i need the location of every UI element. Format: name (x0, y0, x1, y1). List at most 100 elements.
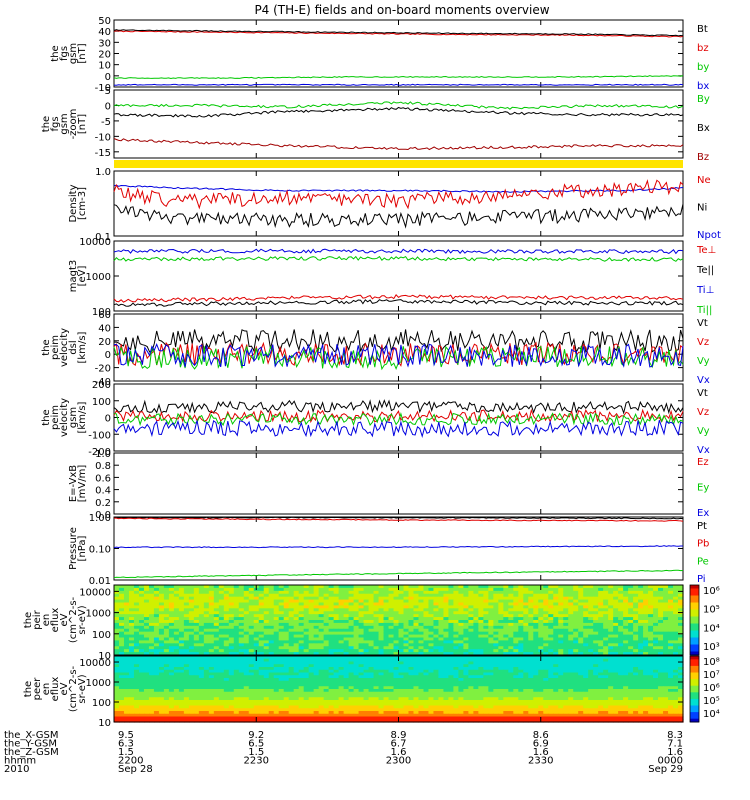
y-tick-label: 10000 (79, 587, 111, 598)
legend-label: Bx (697, 123, 710, 134)
y-tick-label: -10 (95, 132, 111, 143)
y-axis-label: magt3 (68, 260, 79, 293)
panel-5: 6040200-20-40thepeimvelocitydsl[km/s]VtV… (41, 310, 710, 388)
y-axis-label: peim (50, 405, 61, 430)
orbit-row-value: 1.5 (118, 747, 134, 758)
y-tick-label: 10 (98, 651, 111, 662)
y-axis-label: the (23, 612, 34, 628)
y-tick-label: 0.6 (95, 473, 111, 484)
series-Pi-line (113, 545, 683, 549)
y-axis-label: E=-VxB (68, 465, 79, 502)
y-tick-label: 1.0 (95, 167, 111, 178)
series-Vz-line (113, 408, 684, 424)
panel-4: 10000 1000 100 magt3[eV] Te⊥ Te|| Ti⊥ Ti|| (68, 237, 716, 318)
legend-label: Vy (697, 426, 710, 437)
y-axis-label: [km/s] (77, 401, 88, 433)
colorbar-tick: 10⁶ (703, 586, 720, 597)
y-axis-label: the (41, 409, 52, 425)
y-axis-label: fgs (50, 116, 61, 131)
series-Vx-line (113, 419, 684, 438)
y-tick-label: -10 (95, 83, 111, 94)
series-Bx-line (113, 106, 684, 118)
legend-label: Pb (697, 539, 709, 550)
y-tick-label: 20 (98, 50, 111, 61)
legend-label: Bz (697, 152, 709, 163)
orbit-row-value: 1.5 (248, 747, 264, 758)
y-axis-label: [nT] (77, 43, 88, 63)
orbit-row-value: 9.5 (118, 730, 134, 741)
orbit-row-value: 2200 (118, 756, 143, 767)
colorbar-tick: 10⁷ (703, 670, 720, 681)
legend-label: Npot (697, 230, 721, 241)
series-Npot-line (113, 184, 684, 193)
y-tick-label: 1000 (86, 272, 111, 283)
y-tick-label: 0.01 (89, 576, 111, 587)
series-bz-line (113, 30, 684, 38)
orbit-row-value: 8.3 (667, 730, 683, 741)
y-axis-label: the (50, 45, 61, 61)
y-axis-label: [cm-3] (77, 187, 88, 220)
orbit-row-value: 1.6 (667, 747, 683, 758)
y-tick-label: 100 (92, 307, 111, 318)
y-tick-label: 30 (98, 38, 111, 49)
series-Vt-line (113, 399, 684, 415)
orbit-row-label: 2010 (4, 764, 29, 775)
y-tick-label: 60 (98, 310, 111, 321)
status-bar (114, 160, 683, 168)
y-axis-label: eV (59, 613, 70, 626)
colorbar-tick: 10⁵ (703, 696, 720, 707)
y-axis-label: gsm (68, 43, 79, 64)
y-axis-label: peir (32, 609, 43, 629)
y-tick-label: 1.0 (95, 449, 111, 460)
series-By-line (113, 101, 684, 110)
series-Ti-line (113, 248, 684, 255)
y-axis-label: gsm (68, 407, 79, 428)
y-axis-label: [nT] (77, 114, 88, 134)
panel-10: 10⁸ 10⁷ 10⁶ 10⁵ 10⁴ 10000 1000 100 10 thepeerenef… (23, 655, 720, 729)
orbit-row-value: 6.9 (533, 739, 549, 750)
y-axis-label: sr-eV) (77, 605, 88, 634)
orbit-row-value: 2300 (386, 756, 411, 767)
y-tick-label: 200 (92, 380, 111, 391)
orbit-row-value: 1.6 (533, 747, 549, 758)
legend-label: Vx (697, 375, 710, 386)
y-axis-label: the (23, 681, 34, 697)
y-axis-label: sr-eV) (77, 674, 88, 703)
legend-label: Ey (697, 483, 709, 494)
y-axis-label: Density (68, 184, 79, 222)
y-tick-label: 0 (105, 414, 111, 425)
y-tick-label: 1.00 (89, 513, 111, 524)
y-axis-label: velocity (59, 398, 70, 437)
orbit-row-value: 2230 (244, 756, 269, 767)
y-tick-label: 0 (105, 350, 111, 361)
y-axis-label: the (41, 339, 52, 355)
series-Pb-line (114, 517, 684, 522)
orbit-row-value: Sep 29 (648, 764, 683, 775)
series-Pt-line (113, 516, 684, 520)
panel-3: 1.0 0.1 Density[cm-3] Ne Ni Npot (68, 167, 721, 243)
series-Vx-line (113, 342, 684, 368)
legend-label: Ne (697, 175, 711, 186)
spectrogram-electron (114, 656, 684, 723)
orbit-row-value: 2330 (528, 756, 553, 767)
orbit-row-label: the_Y-GSM (4, 739, 57, 750)
y-axis-label: peim (50, 335, 61, 360)
y-axis-label: (cm^2-s- (68, 596, 79, 643)
y-tick-label: 1000 (86, 678, 111, 689)
legend-label: bz (697, 43, 709, 54)
orbit-row-value: 6.7 (391, 739, 407, 750)
y-tick-label: 10000 (79, 658, 111, 669)
legend-label: Ex (697, 508, 709, 519)
series-Ni-line (113, 203, 684, 229)
legend-label: Ti⊥ (696, 285, 714, 296)
series-Bt-line (113, 29, 684, 37)
y-tick-label: -100 (88, 430, 111, 441)
legend-label: bx (697, 81, 709, 92)
panel-8: 1.00 0.10 0.01 Pressure[nPa] Pt Pb Pe Pi (68, 513, 709, 587)
y-tick-label: 0.1 (95, 232, 111, 243)
y-axis-label: the (41, 116, 52, 132)
colorbar-tick: 10⁵ (703, 605, 720, 616)
